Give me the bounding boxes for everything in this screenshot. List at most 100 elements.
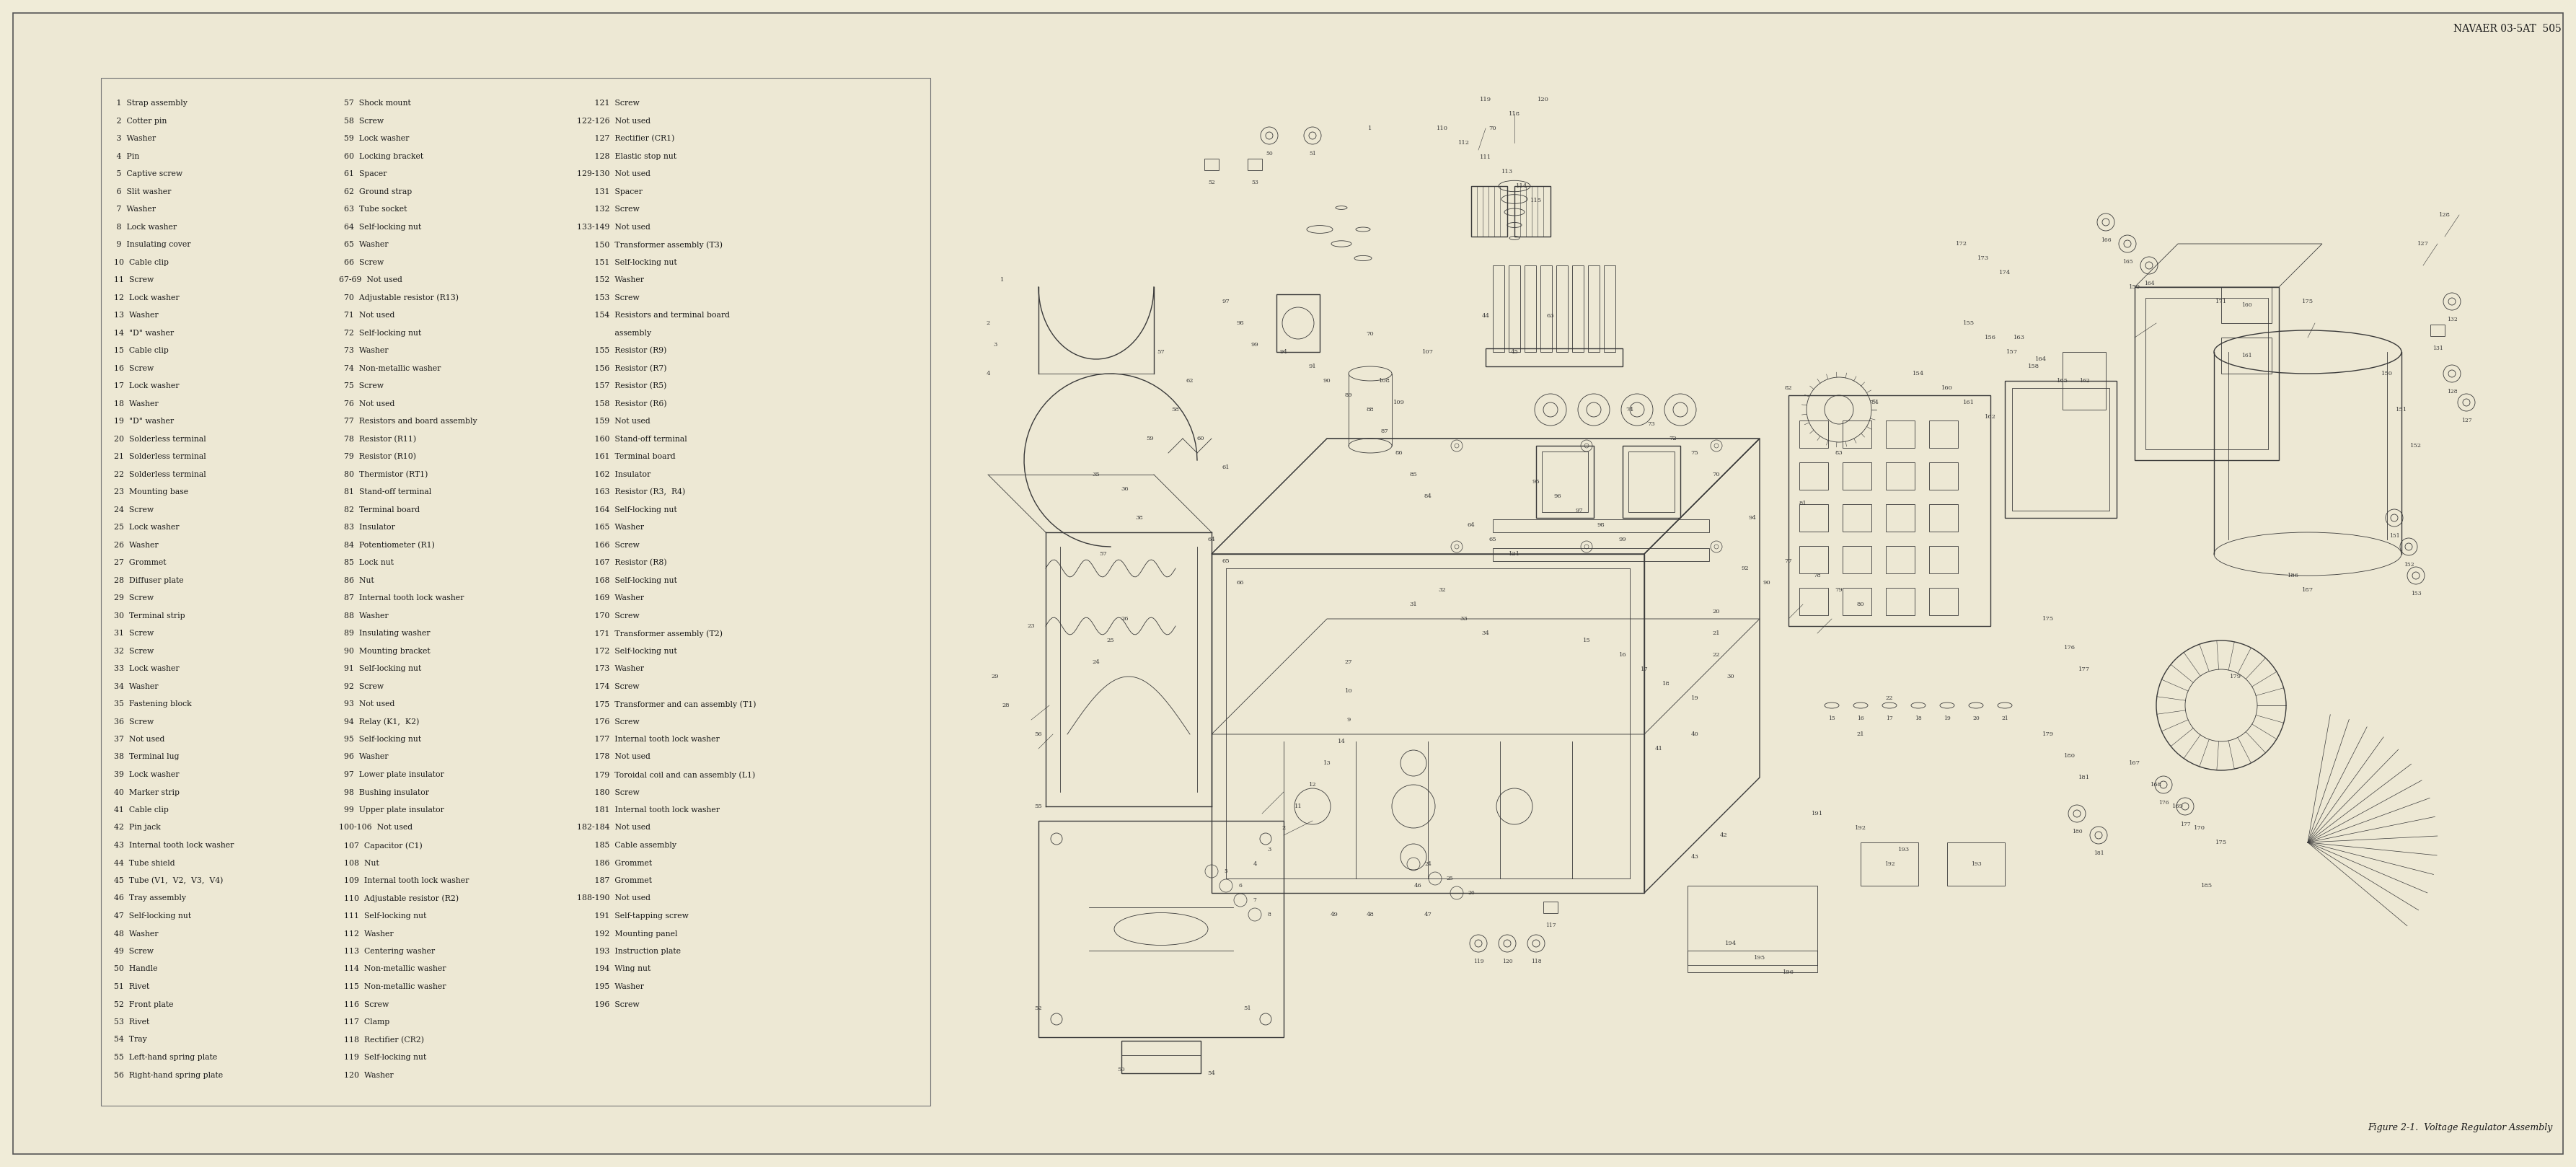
- Text: 91  Self-locking nut: 91 Self-locking nut: [340, 665, 422, 672]
- Text: 111  Self-locking nut: 111 Self-locking nut: [340, 913, 428, 920]
- Bar: [1929, 462, 1958, 490]
- Text: 164  Self-locking nut: 164 Self-locking nut: [577, 506, 677, 513]
- Text: 77  Resistors and board assembly: 77 Resistors and board assembly: [340, 418, 477, 425]
- Text: 173  Washer: 173 Washer: [577, 665, 644, 672]
- Text: 66  Screw: 66 Screw: [340, 259, 384, 266]
- Text: 128: 128: [2447, 389, 2458, 394]
- Text: 23  Mounting base: 23 Mounting base: [113, 488, 188, 496]
- Text: 7: 7: [1252, 897, 1257, 903]
- Text: 14  "D" washer: 14 "D" washer: [113, 329, 175, 336]
- Bar: [1494, 548, 1708, 561]
- Text: 44: 44: [1481, 313, 1489, 319]
- Bar: [1842, 462, 1870, 490]
- Text: 172: 172: [1955, 240, 1968, 246]
- Text: 53  Rivet: 53 Rivet: [113, 1019, 149, 1026]
- Text: 110  Adjustable resistor (R2): 110 Adjustable resistor (R2): [340, 895, 459, 902]
- Text: 162  Insulator: 162 Insulator: [577, 470, 652, 477]
- Text: 160: 160: [1942, 385, 1953, 391]
- Text: 115: 115: [1530, 197, 1543, 203]
- Text: 150  Transformer assembly (T3): 150 Transformer assembly (T3): [577, 240, 724, 249]
- Bar: [1886, 420, 1914, 448]
- Text: 156: 156: [1984, 335, 1996, 341]
- Text: 58: 58: [1172, 407, 1180, 413]
- Text: 158: 158: [2027, 363, 2040, 369]
- Bar: [1687, 951, 1816, 965]
- Text: 40: 40: [1690, 732, 1698, 738]
- Text: 30  Terminal strip: 30 Terminal strip: [113, 612, 185, 620]
- Text: 97: 97: [1577, 508, 1584, 513]
- Text: 87  Internal tooth lock washer: 87 Internal tooth lock washer: [340, 594, 464, 601]
- Text: 7  Washer: 7 Washer: [113, 205, 155, 212]
- Text: 159  Not used: 159 Not used: [577, 418, 649, 425]
- Text: 35: 35: [1092, 471, 1100, 477]
- Text: 80: 80: [1857, 601, 1865, 607]
- Bar: [1886, 588, 1914, 615]
- Text: 129-130  Not used: 129-130 Not used: [577, 170, 652, 177]
- Text: 186  Grommet: 186 Grommet: [577, 859, 652, 867]
- Bar: [1587, 265, 1600, 352]
- Text: 78  Resistor (R11): 78 Resistor (R11): [340, 435, 417, 442]
- Text: 84  Potentiometer (R1): 84 Potentiometer (R1): [340, 541, 435, 548]
- Bar: [1929, 504, 1958, 532]
- Text: 56  Right-hand spring plate: 56 Right-hand spring plate: [113, 1071, 224, 1078]
- Bar: [1206, 159, 1218, 170]
- Text: 48  Washer: 48 Washer: [113, 930, 157, 937]
- Text: 54: 54: [1208, 1070, 1216, 1076]
- Bar: [1687, 886, 1816, 972]
- Text: 179: 179: [2043, 732, 2053, 738]
- Text: 94  Relay (K1,  K2): 94 Relay (K1, K2): [340, 718, 420, 726]
- Text: 173: 173: [1978, 256, 1989, 261]
- Text: 192: 192: [1883, 861, 1896, 867]
- Text: 57: 57: [1157, 349, 1164, 355]
- Text: 113  Centering washer: 113 Centering washer: [340, 948, 435, 955]
- Bar: [100, 78, 930, 1105]
- Text: 62  Ground strap: 62 Ground strap: [340, 188, 412, 195]
- Bar: [1929, 546, 1958, 573]
- Bar: [1278, 294, 1319, 352]
- Text: 180  Screw: 180 Screw: [577, 789, 639, 796]
- Text: 107: 107: [1422, 349, 1435, 355]
- Text: 91: 91: [1309, 363, 1316, 369]
- Text: 85: 85: [1409, 471, 1417, 477]
- Text: 46  Tray assembly: 46 Tray assembly: [113, 895, 185, 902]
- Text: 48: 48: [1365, 911, 1373, 917]
- Text: 2: 2: [1283, 825, 1285, 831]
- Text: 5  Captive screw: 5 Captive screw: [113, 170, 183, 177]
- Text: 32  Screw: 32 Screw: [113, 648, 155, 655]
- Text: 110: 110: [1437, 126, 1448, 131]
- Text: 62: 62: [1185, 378, 1193, 384]
- Bar: [1788, 396, 1991, 626]
- Text: 61: 61: [1221, 464, 1229, 470]
- Text: 92: 92: [1741, 566, 1749, 571]
- Text: 162: 162: [1984, 414, 1996, 420]
- Text: 128  Elastic stop nut: 128 Elastic stop nut: [577, 153, 677, 160]
- Text: 25: 25: [1445, 875, 1453, 881]
- Bar: [1628, 452, 1674, 512]
- Bar: [1605, 265, 1615, 352]
- Text: 83: 83: [1834, 450, 1842, 456]
- Text: 154: 154: [1911, 371, 1924, 377]
- Text: 72  Self-locking nut: 72 Self-locking nut: [340, 329, 422, 336]
- Bar: [1842, 504, 1870, 532]
- Text: 50: 50: [1265, 151, 1273, 156]
- Bar: [2146, 298, 2267, 449]
- Text: 163: 163: [2014, 335, 2025, 341]
- Bar: [2004, 380, 2117, 518]
- Text: 172  Self-locking nut: 172 Self-locking nut: [577, 648, 677, 655]
- Text: 50: 50: [1118, 1067, 1126, 1072]
- Text: 75: 75: [1690, 450, 1698, 456]
- Text: 177: 177: [2079, 666, 2089, 672]
- Text: 151: 151: [2396, 407, 2409, 413]
- Text: 98: 98: [1236, 320, 1244, 326]
- Text: 117: 117: [1546, 922, 1556, 928]
- Text: 85  Lock nut: 85 Lock nut: [340, 559, 394, 566]
- Bar: [1842, 546, 1870, 573]
- Text: 86: 86: [1396, 450, 1404, 456]
- Text: 4  Pin: 4 Pin: [113, 153, 139, 160]
- Text: 180: 180: [2071, 829, 2081, 834]
- Text: 164: 164: [2143, 280, 2154, 286]
- Text: 64: 64: [1208, 537, 1216, 543]
- Text: 45  Tube (V1,  V2,  V3,  V4): 45 Tube (V1, V2, V3, V4): [113, 878, 224, 885]
- Text: 119: 119: [1473, 958, 1484, 964]
- Text: 33: 33: [1461, 616, 1468, 622]
